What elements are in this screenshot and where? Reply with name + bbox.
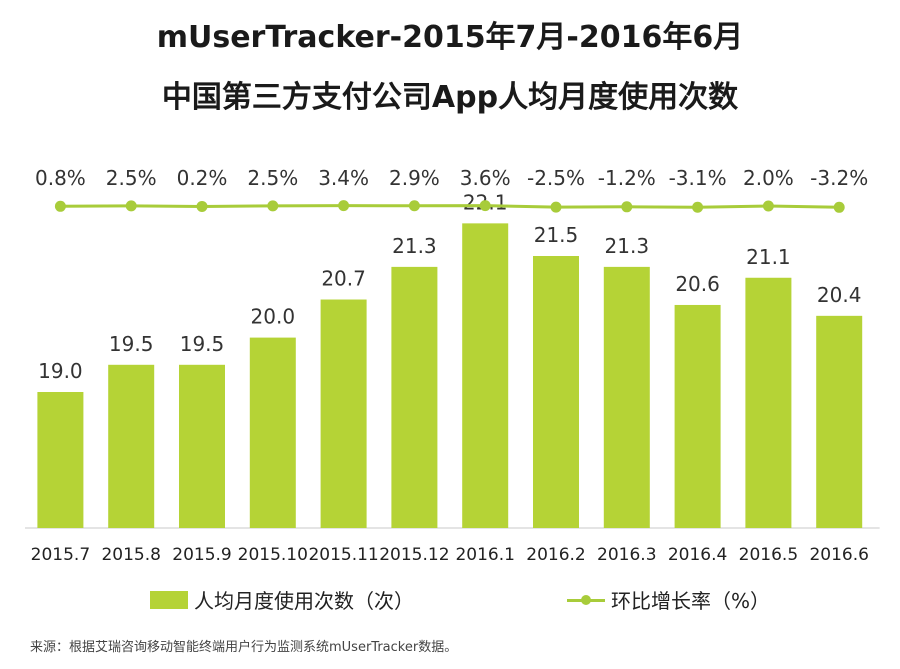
- bar-value-label: 20.7: [321, 267, 366, 291]
- legend-line: 环比增长率（%）: [567, 585, 770, 614]
- x-tick-label: 2015.7: [31, 545, 90, 565]
- x-tick-label: 2015.11: [308, 545, 378, 565]
- x-tick-label: 2016.5: [739, 545, 798, 565]
- bar-value-label: 21.1: [746, 245, 791, 269]
- bar-value-label: 20.6: [675, 272, 720, 296]
- bar-value-label: 20.4: [817, 283, 862, 307]
- legend-line-label: 环比增长率（%）: [611, 589, 771, 613]
- x-tick-label: 2015.12: [379, 545, 449, 565]
- line-value-label: 2.5%: [247, 166, 298, 190]
- bar: [179, 364, 225, 528]
- line-value-label: 3.6%: [460, 166, 511, 190]
- bar-value-label: 21.5: [534, 223, 579, 247]
- bar: [533, 256, 579, 528]
- bar: [462, 223, 509, 529]
- growth-rate-point: [479, 200, 491, 212]
- bar: [37, 392, 84, 528]
- bar: [108, 364, 155, 528]
- line-value-label: 3.4%: [318, 166, 369, 190]
- line-value-label: 0.2%: [177, 166, 228, 190]
- x-tick-label: 2015.9: [172, 545, 231, 565]
- growth-rate-line: [60, 204, 840, 209]
- growth-rate-point: [196, 200, 208, 212]
- x-tick-label: 2016.4: [668, 545, 727, 565]
- x-tick-label: 2016.6: [809, 545, 868, 565]
- growth-rate-point: [833, 201, 845, 213]
- bar-value-label: 21.3: [605, 234, 650, 258]
- bar: [674, 304, 721, 528]
- legend-bar-swatch: [150, 590, 188, 609]
- growth-rate-point: [125, 200, 137, 212]
- growth-rate-point: [692, 201, 704, 213]
- bar: [816, 315, 863, 528]
- legend-bar: 人均月度使用次数（次）: [150, 585, 414, 614]
- x-tick-label: 2016.3: [597, 545, 656, 565]
- growth-rate-point: [267, 200, 279, 212]
- legend-bar-label: 人均月度使用次数（次）: [194, 589, 414, 613]
- line-value-label: 2.0%: [743, 166, 794, 190]
- line-value-label: 0.8%: [35, 166, 86, 190]
- line-value-label: -3.2%: [810, 166, 868, 190]
- line-value-label: -1.2%: [598, 166, 656, 190]
- x-tick-label: 2016.2: [526, 545, 585, 565]
- bar-value-label: 21.3: [392, 234, 437, 258]
- bar: [320, 299, 367, 528]
- growth-rate-point: [338, 200, 350, 212]
- line-value-label: -3.1%: [669, 166, 727, 190]
- growth-rate-point: [54, 200, 66, 212]
- chart-title-line1: mUserTracker-2015年7月-2016年6月: [156, 20, 744, 55]
- bar-value-label: 19.0: [38, 359, 83, 383]
- legend-line-swatch: [567, 591, 605, 609]
- bar: [603, 266, 650, 528]
- growth-rate-point: [762, 200, 774, 212]
- x-tick-label: 2015.8: [101, 545, 160, 565]
- growth-rate-point: [550, 201, 562, 213]
- bar: [745, 277, 792, 528]
- line-value-label: 2.9%: [389, 166, 440, 190]
- x-tick-label: 2015.10: [238, 545, 308, 565]
- bar: [249, 337, 296, 528]
- bar-value-label: 19.5: [109, 332, 154, 356]
- line-value-label: -2.5%: [527, 166, 585, 190]
- growth-rate-point: [408, 200, 420, 212]
- growth-rate-point: [621, 201, 633, 213]
- x-tick-label: 2016.1: [455, 545, 514, 565]
- line-value-label: 2.5%: [106, 166, 157, 190]
- chart-title-line2: 中国第三方支付公司App人均月度使用次数: [161, 80, 739, 115]
- bar-value-label: 19.5: [180, 332, 225, 356]
- bar-value-label: 20.0: [251, 305, 296, 329]
- source-note: 来源：根据艾瑞咨询移动智能终端用户行为监测系统mUserTracker数据。: [30, 640, 458, 655]
- bar: [391, 266, 438, 528]
